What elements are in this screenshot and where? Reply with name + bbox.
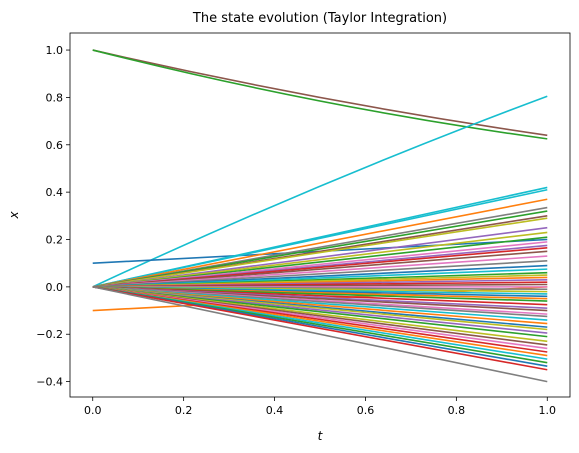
y-tick-label-4: 0.4 (46, 186, 64, 199)
chart-title: The state evolution (Taylor Integration) (192, 11, 447, 26)
series-line-7 (92, 198, 548, 288)
plot-frame (69, 32, 571, 398)
plot-lines (92, 49, 548, 383)
y-tick-label-2: 0.0 (46, 281, 64, 294)
x-tick-label-5: 1.0 (539, 404, 557, 417)
x-tick-label-3: 0.6 (357, 404, 375, 417)
x-tick-label-4: 0.8 (448, 404, 466, 417)
y-tick-label-1: −0.2 (36, 328, 63, 341)
y-tick-label-3: 0.2 (46, 234, 64, 247)
x-tick-label-0: 0.0 (84, 404, 102, 417)
series-line-2 (92, 95, 548, 288)
series-line-11 (92, 217, 548, 288)
y-axis: −0.4 −0.2 0.0 0.2 0.4 0.6 0.8 1.0 (36, 44, 70, 389)
y-tick-label-5: 0.6 (46, 139, 64, 152)
series-line-6 (92, 188, 548, 288)
y-tick-label-0: −0.4 (36, 376, 63, 389)
x-tick-label-1: 0.2 (175, 404, 193, 417)
y-tick-label-7: 1.0 (46, 44, 64, 57)
x-tick-label-2: 0.4 (266, 404, 284, 417)
series-line-1 (92, 49, 548, 140)
y-axis-label: x (7, 211, 21, 220)
series-line-0 (92, 49, 548, 137)
series-line-56 (92, 286, 548, 383)
y-tick-label-6: 0.8 (46, 91, 64, 104)
x-axis: 0.0 0.2 0.4 0.6 0.8 1.0 (84, 397, 556, 417)
x-axis-label: t (318, 429, 324, 443)
series-line-55 (92, 286, 548, 371)
